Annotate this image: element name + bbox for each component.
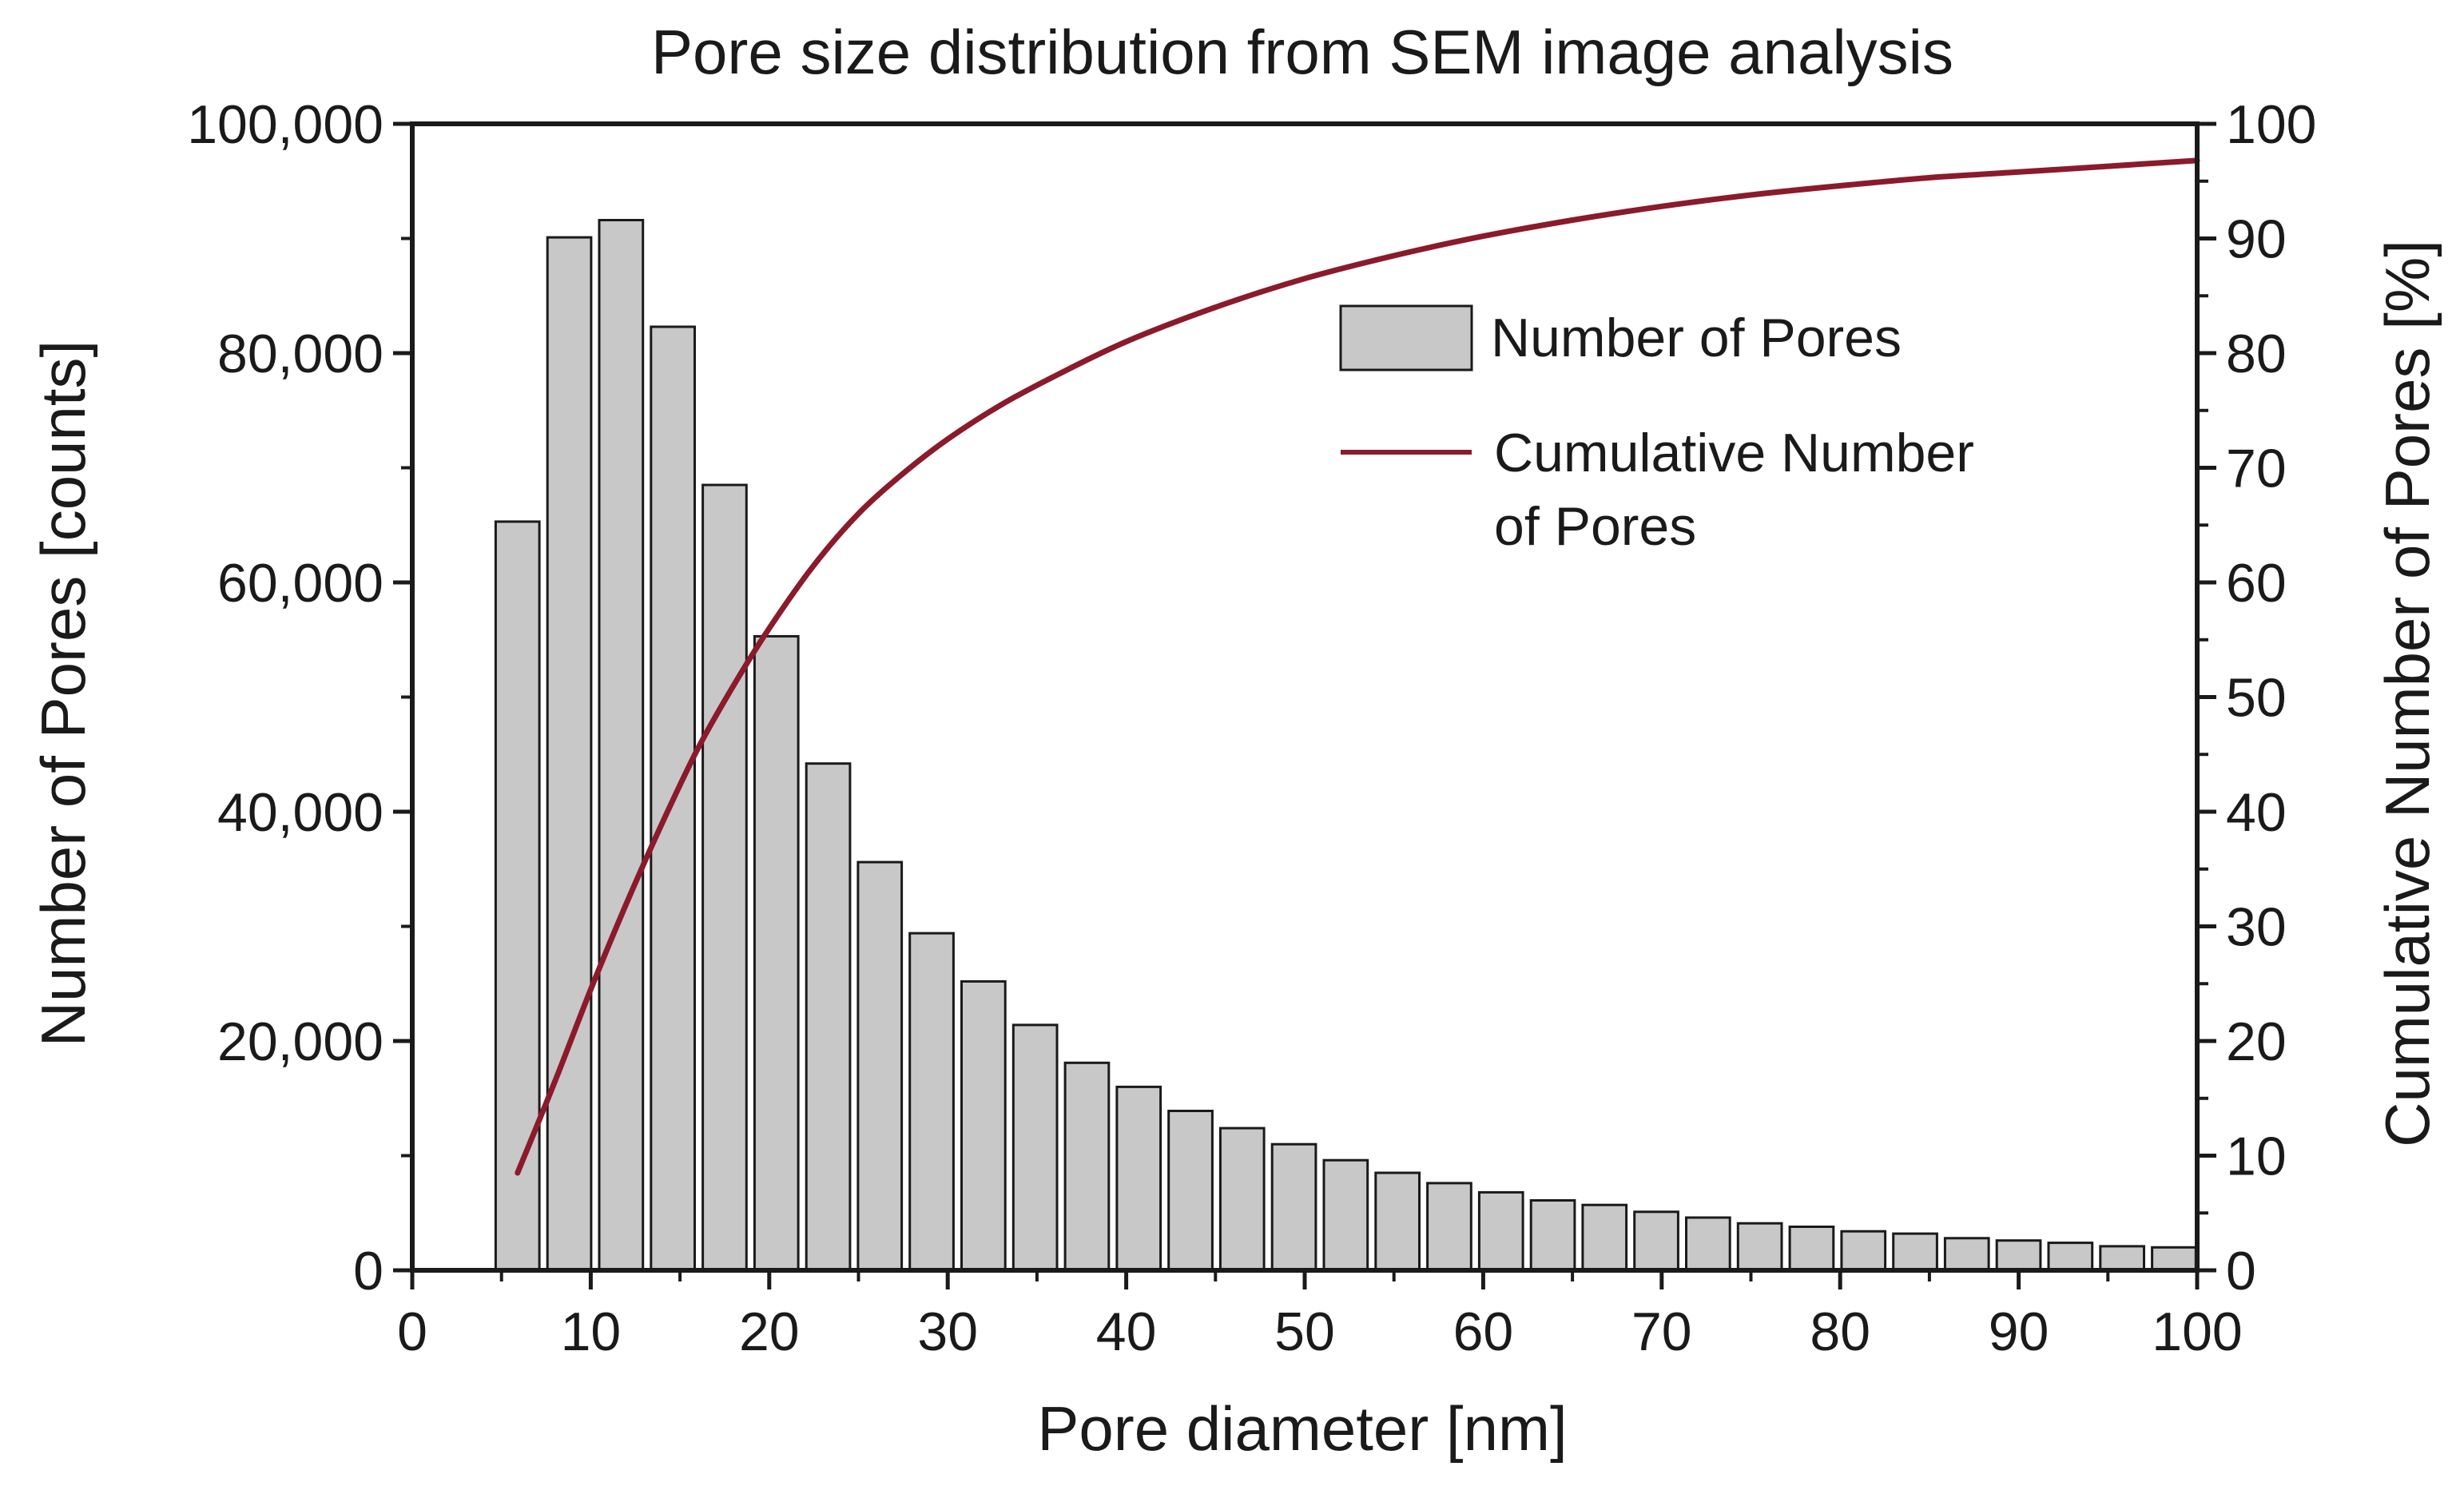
bar bbox=[1322, 1158, 1369, 1272]
y2-axis-ticks: 0 10 20 30 40 50 60 70 80 90 100 bbox=[2197, 94, 2316, 1301]
bar bbox=[1218, 1126, 1266, 1272]
bar bbox=[546, 236, 593, 1272]
bar bbox=[1633, 1210, 1679, 1272]
x-tick-label: 60 bbox=[1453, 1301, 1514, 1362]
bar bbox=[1270, 1142, 1317, 1272]
bar bbox=[494, 520, 541, 1272]
bar bbox=[1685, 1216, 1731, 1272]
legend-swatch-bar bbox=[1339, 304, 1473, 372]
y2-tick-label: 70 bbox=[2226, 439, 2287, 499]
bar bbox=[1426, 1182, 1472, 1272]
y2-tick-label: 30 bbox=[2226, 897, 2287, 958]
x-tick-label: 100 bbox=[2152, 1301, 2242, 1362]
bar bbox=[1788, 1226, 1835, 1272]
bar bbox=[908, 932, 955, 1272]
bars-layer bbox=[494, 219, 2197, 1272]
bar bbox=[1943, 1237, 1990, 1272]
y2-tick-label: 60 bbox=[2226, 553, 2287, 614]
x-tick-label: 70 bbox=[1631, 1301, 1692, 1362]
bar bbox=[1374, 1171, 1421, 1272]
line-layer bbox=[515, 157, 2200, 1176]
x-axis-ticks: 0 10 20 30 40 50 60 70 80 90 100 bbox=[397, 1270, 2243, 1362]
bar bbox=[1892, 1232, 1938, 1272]
x-tick-label: 10 bbox=[561, 1301, 622, 1362]
chart-title: Pore size distribution from SEM image an… bbox=[651, 17, 1953, 87]
legend: Number of Pores Cumulative Number of Por… bbox=[1339, 304, 1974, 557]
bar bbox=[1115, 1085, 1162, 1272]
bar bbox=[701, 483, 748, 1272]
bar bbox=[1063, 1061, 1111, 1272]
y2-tick-label: 100 bbox=[2226, 94, 2316, 155]
y2-tick-label: 80 bbox=[2226, 324, 2287, 384]
bar bbox=[856, 860, 904, 1272]
bar bbox=[960, 979, 1007, 1272]
legend-label-line-1: Cumulative Number bbox=[1494, 423, 1974, 483]
y-tick-label: 20,000 bbox=[217, 1011, 384, 1072]
y-tick-label: 60,000 bbox=[217, 553, 384, 614]
y2-tick-label: 10 bbox=[2226, 1126, 2287, 1187]
bar bbox=[1167, 1110, 1214, 1272]
x-tick-label: 30 bbox=[917, 1301, 978, 1362]
x-tick-label: 20 bbox=[739, 1301, 800, 1362]
y2-tick-label: 40 bbox=[2226, 782, 2287, 843]
y2-tick-label: 50 bbox=[2226, 668, 2287, 729]
y2-tick-label: 90 bbox=[2226, 209, 2287, 270]
legend-label-line-2: of Pores bbox=[1494, 496, 1696, 557]
bar bbox=[598, 219, 645, 1272]
bar bbox=[2047, 1242, 2094, 1272]
y-tick-label: 0 bbox=[353, 1241, 384, 1301]
y2-tick-label: 0 bbox=[2226, 1241, 2256, 1301]
y-tick-label: 80,000 bbox=[217, 324, 384, 384]
y2-tick-label: 20 bbox=[2226, 1011, 2287, 1072]
y-axis-title: Number of Pores [counts] bbox=[28, 340, 98, 1047]
y-tick-label: 40,000 bbox=[217, 782, 384, 843]
bar bbox=[2151, 1246, 2197, 1272]
bar bbox=[805, 762, 852, 1272]
x-tick-label: 50 bbox=[1274, 1301, 1335, 1362]
bar bbox=[1477, 1190, 1524, 1272]
bar bbox=[1736, 1222, 1783, 1272]
x-tick-label: 80 bbox=[1810, 1301, 1870, 1362]
y-tick-label: 100,000 bbox=[187, 94, 384, 155]
x-axis-title: Pore diameter [nm] bbox=[1037, 1393, 1567, 1464]
y2-axis-title: Cumulative Number of Pores [%] bbox=[2372, 240, 2442, 1147]
bar bbox=[1011, 1023, 1059, 1272]
cumulative-line bbox=[515, 157, 2200, 1176]
bar bbox=[1840, 1230, 1887, 1272]
x-tick-label: 0 bbox=[397, 1301, 427, 1362]
y-axis-ticks: 0 20,000 40,000 60,000 80,000 100,000 bbox=[187, 94, 412, 1301]
x-tick-label: 40 bbox=[1096, 1301, 1157, 1362]
bar bbox=[1995, 1239, 2042, 1272]
x-tick-label: 90 bbox=[1989, 1301, 2049, 1362]
bar bbox=[2099, 1245, 2146, 1272]
bar bbox=[1529, 1199, 1576, 1272]
bar bbox=[1581, 1203, 1628, 1272]
bar bbox=[753, 634, 800, 1272]
legend-label-bars: Number of Pores bbox=[1491, 308, 1902, 368]
